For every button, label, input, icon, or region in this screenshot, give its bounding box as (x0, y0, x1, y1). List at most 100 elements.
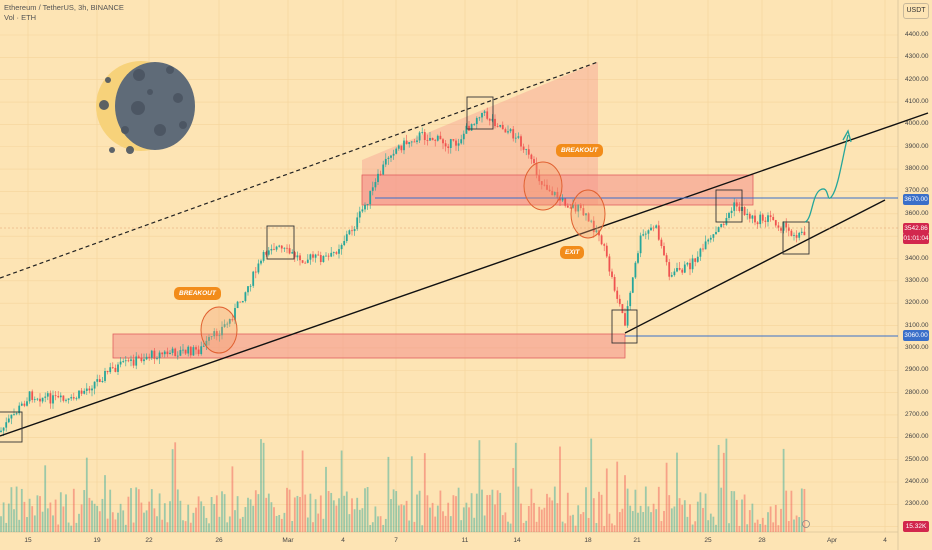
candle-body (179, 350, 182, 356)
candle-body (93, 381, 96, 389)
candle-body (416, 140, 418, 142)
main-trendline (0, 112, 929, 437)
candle-body (304, 262, 307, 264)
candle-body (137, 356, 140, 358)
candle-body (314, 254, 317, 258)
candle-body (335, 252, 338, 254)
volume-bar (135, 487, 138, 532)
candle-body (436, 135, 439, 141)
volume-bar (278, 514, 281, 532)
volume-bar (715, 524, 717, 532)
volume-bar (600, 494, 603, 532)
volume-bar (642, 511, 645, 532)
volume-bar (163, 503, 166, 532)
volume-bar (478, 440, 481, 532)
volume-bar (236, 496, 239, 532)
candle-body (343, 241, 346, 246)
candle-body (488, 118, 491, 121)
candle-body (371, 187, 374, 191)
candle-body (88, 388, 91, 391)
candle-body (140, 357, 143, 362)
candle-body (397, 145, 400, 149)
time-tick: 19 (93, 537, 101, 544)
candle-body (46, 393, 49, 397)
volume-bar (728, 523, 730, 532)
moon-crater (173, 93, 183, 103)
candle-body (273, 248, 275, 250)
volume-bar (101, 498, 104, 532)
candle-body (468, 125, 470, 131)
volume-bar (286, 487, 288, 532)
time-tick: 25 (704, 537, 712, 544)
volume-bar (124, 524, 127, 532)
volume-bar (717, 444, 720, 532)
volume-title[interactable]: Vol · ETH (4, 13, 37, 22)
breakout-label-1[interactable]: BREAKOUT (174, 287, 221, 300)
volume-bar (338, 498, 340, 532)
candle-body (65, 399, 67, 401)
volume-bar (312, 522, 314, 532)
volume-bar (543, 507, 546, 532)
volume-badge: 15.32K (903, 521, 929, 532)
candle-body (143, 359, 145, 362)
volume-bar (683, 500, 686, 532)
candle-body (312, 254, 314, 258)
volume-bar (413, 521, 416, 532)
candle-body (764, 220, 767, 222)
volume-bar (660, 521, 663, 532)
volume-bar (733, 491, 736, 532)
candle-body (384, 158, 387, 165)
candle-body (353, 229, 356, 232)
candle-body (228, 319, 231, 324)
breakout-label-2[interactable]: BREAKOUT (556, 144, 603, 157)
candle-body (746, 213, 749, 215)
symbol-title[interactable]: Ethereum / TetherUS, 3h, BINANCE (4, 3, 124, 12)
volume-bar (720, 487, 723, 532)
volume-bar (330, 492, 333, 532)
volume-bar (629, 505, 632, 532)
candle-body (605, 245, 608, 257)
candle-body (637, 253, 639, 263)
price-tick: 4000.00 (905, 120, 929, 128)
candle-body (288, 248, 291, 254)
price-tick: 4100.00 (905, 98, 929, 106)
candle-body (803, 231, 806, 236)
candle-body (553, 192, 556, 196)
candle-body (426, 140, 429, 141)
candle-body (444, 143, 447, 147)
candle-body (54, 395, 57, 397)
volume-bar (522, 522, 525, 532)
volume-bar (491, 489, 494, 532)
moon-crater (166, 66, 174, 74)
candle-body (611, 271, 613, 278)
candle-body (20, 403, 23, 406)
volume-bar (574, 525, 577, 532)
drawing-tools[interactable] (0, 61, 929, 528)
volume-bar (509, 523, 512, 532)
volume-bar (205, 517, 208, 532)
candle-body (31, 391, 34, 400)
volume-bar (33, 515, 36, 532)
volume-bar (647, 506, 650, 532)
volume-bar (306, 517, 309, 532)
candle-body (163, 351, 166, 355)
volume-bar (496, 490, 499, 532)
exit-label[interactable]: EXIT (560, 246, 585, 259)
candle-body (72, 397, 75, 399)
time-tick: Apr (826, 537, 838, 544)
volume-bar (499, 492, 502, 532)
candle-body (104, 371, 106, 381)
candle-body (709, 237, 712, 240)
candle-body (683, 264, 686, 273)
candle-body (496, 126, 499, 127)
volume-bar (634, 489, 637, 532)
volume-bar (28, 498, 31, 532)
volume-bar (15, 486, 18, 532)
volume-bar (761, 517, 764, 532)
candle-body (494, 118, 496, 127)
candle-body (603, 244, 606, 246)
volume-bar (696, 501, 699, 532)
currency-button[interactable]: USDT (903, 3, 929, 19)
